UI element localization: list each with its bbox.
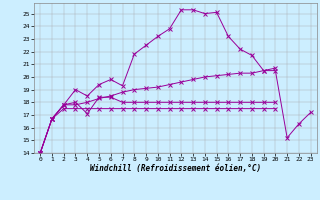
X-axis label: Windchill (Refroidissement éolien,°C): Windchill (Refroidissement éolien,°C) [90,164,261,173]
